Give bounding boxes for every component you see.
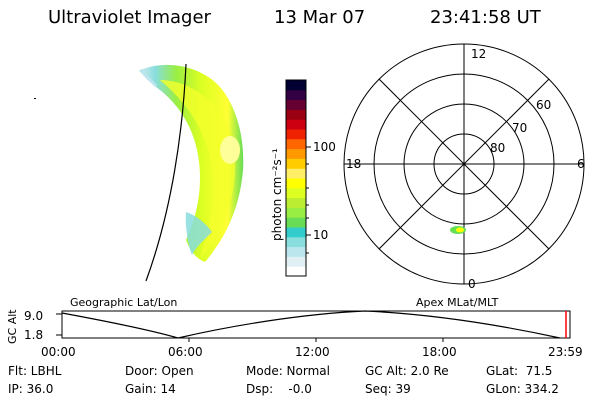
colorbar-tick-10: 10 (313, 228, 329, 242)
colorbar-segment (286, 158, 306, 169)
polar-grid (343, 43, 585, 285)
colorbar (285, 79, 311, 277)
colorbar-segment (286, 109, 306, 120)
y-tick-high: 9.0 (24, 309, 44, 323)
status-dsp: Dsp: -0.0 (246, 382, 312, 396)
mlt-label-0: 0 (468, 277, 476, 291)
polar-emission-spot (450, 226, 466, 234)
status-seq: Seq: 39 (365, 382, 411, 396)
x-tick-1200: 12:00 (295, 345, 330, 359)
colorbar-segment (286, 99, 306, 110)
timeline-left-title: Geographic Lat/Lon (70, 296, 178, 309)
instrument-title: Ultraviolet Imager (48, 7, 211, 28)
colorbar-segment (286, 207, 306, 218)
time-label: 23:41:58 UT (430, 7, 541, 28)
colorbar-segment (286, 129, 306, 140)
timeline-right-title: Apex MLat/MLT (416, 296, 499, 309)
status-filter: Flt: LBHL (8, 364, 62, 378)
mlt-label-6: 6 (577, 157, 585, 171)
y-axis-label: GC Alt (6, 309, 19, 344)
colorbar-tick-100: 100 (313, 140, 336, 154)
colorbar-segment (286, 197, 306, 208)
colorbar-segment (286, 256, 306, 267)
x-tick-0000: 00:00 (41, 345, 76, 359)
y-tick-low: 1.8 (24, 328, 44, 342)
status-glat: GLat: 71.5 (486, 364, 553, 378)
colorbar-segment (286, 80, 306, 91)
lat-label-70: 70 (512, 121, 528, 135)
colorbar-segment (286, 187, 306, 199)
colorbar-segment (286, 178, 306, 189)
status-mode: Mode: Normal (246, 364, 330, 378)
auroral-image (139, 63, 244, 282)
mlt-label-12: 12 (471, 47, 487, 61)
stray-pixel (34, 98, 36, 99)
colorbar-segment (286, 246, 306, 257)
colorbar-segment (286, 148, 306, 159)
colorbar-segment (286, 227, 306, 238)
lat-label-60: 60 (536, 98, 552, 112)
status-gain: Gain: 14 (125, 382, 176, 396)
status-ip: IP: 36.0 (8, 382, 54, 396)
colorbar-segment (286, 138, 306, 150)
colorbar-segment (286, 266, 306, 277)
colorbar-segment (286, 168, 306, 179)
mlt-label-18: 18 (346, 157, 362, 171)
status-glon: GLon: 334.2 (486, 382, 559, 396)
status-door: Door: Open (125, 364, 194, 378)
colorbar-segment (286, 217, 306, 228)
colorbar-segment (286, 119, 306, 130)
altitude-timeline (56, 310, 571, 342)
colorbar-segment (286, 89, 306, 101)
x-tick-1800: 18:00 (422, 345, 457, 359)
limb-line (145, 63, 187, 282)
status-gc-alt: GC Alt: 2.0 Re (365, 364, 449, 378)
x-tick-0600: 06:00 (168, 345, 203, 359)
colorbar-unit-label: photon cm⁻²s⁻¹ (270, 148, 284, 241)
colorbar-segment (286, 236, 306, 248)
x-tick-2359: 23:59 (548, 345, 583, 359)
lat-label-80: 80 (490, 141, 506, 155)
date-label: 13 Mar 07 (274, 7, 366, 28)
